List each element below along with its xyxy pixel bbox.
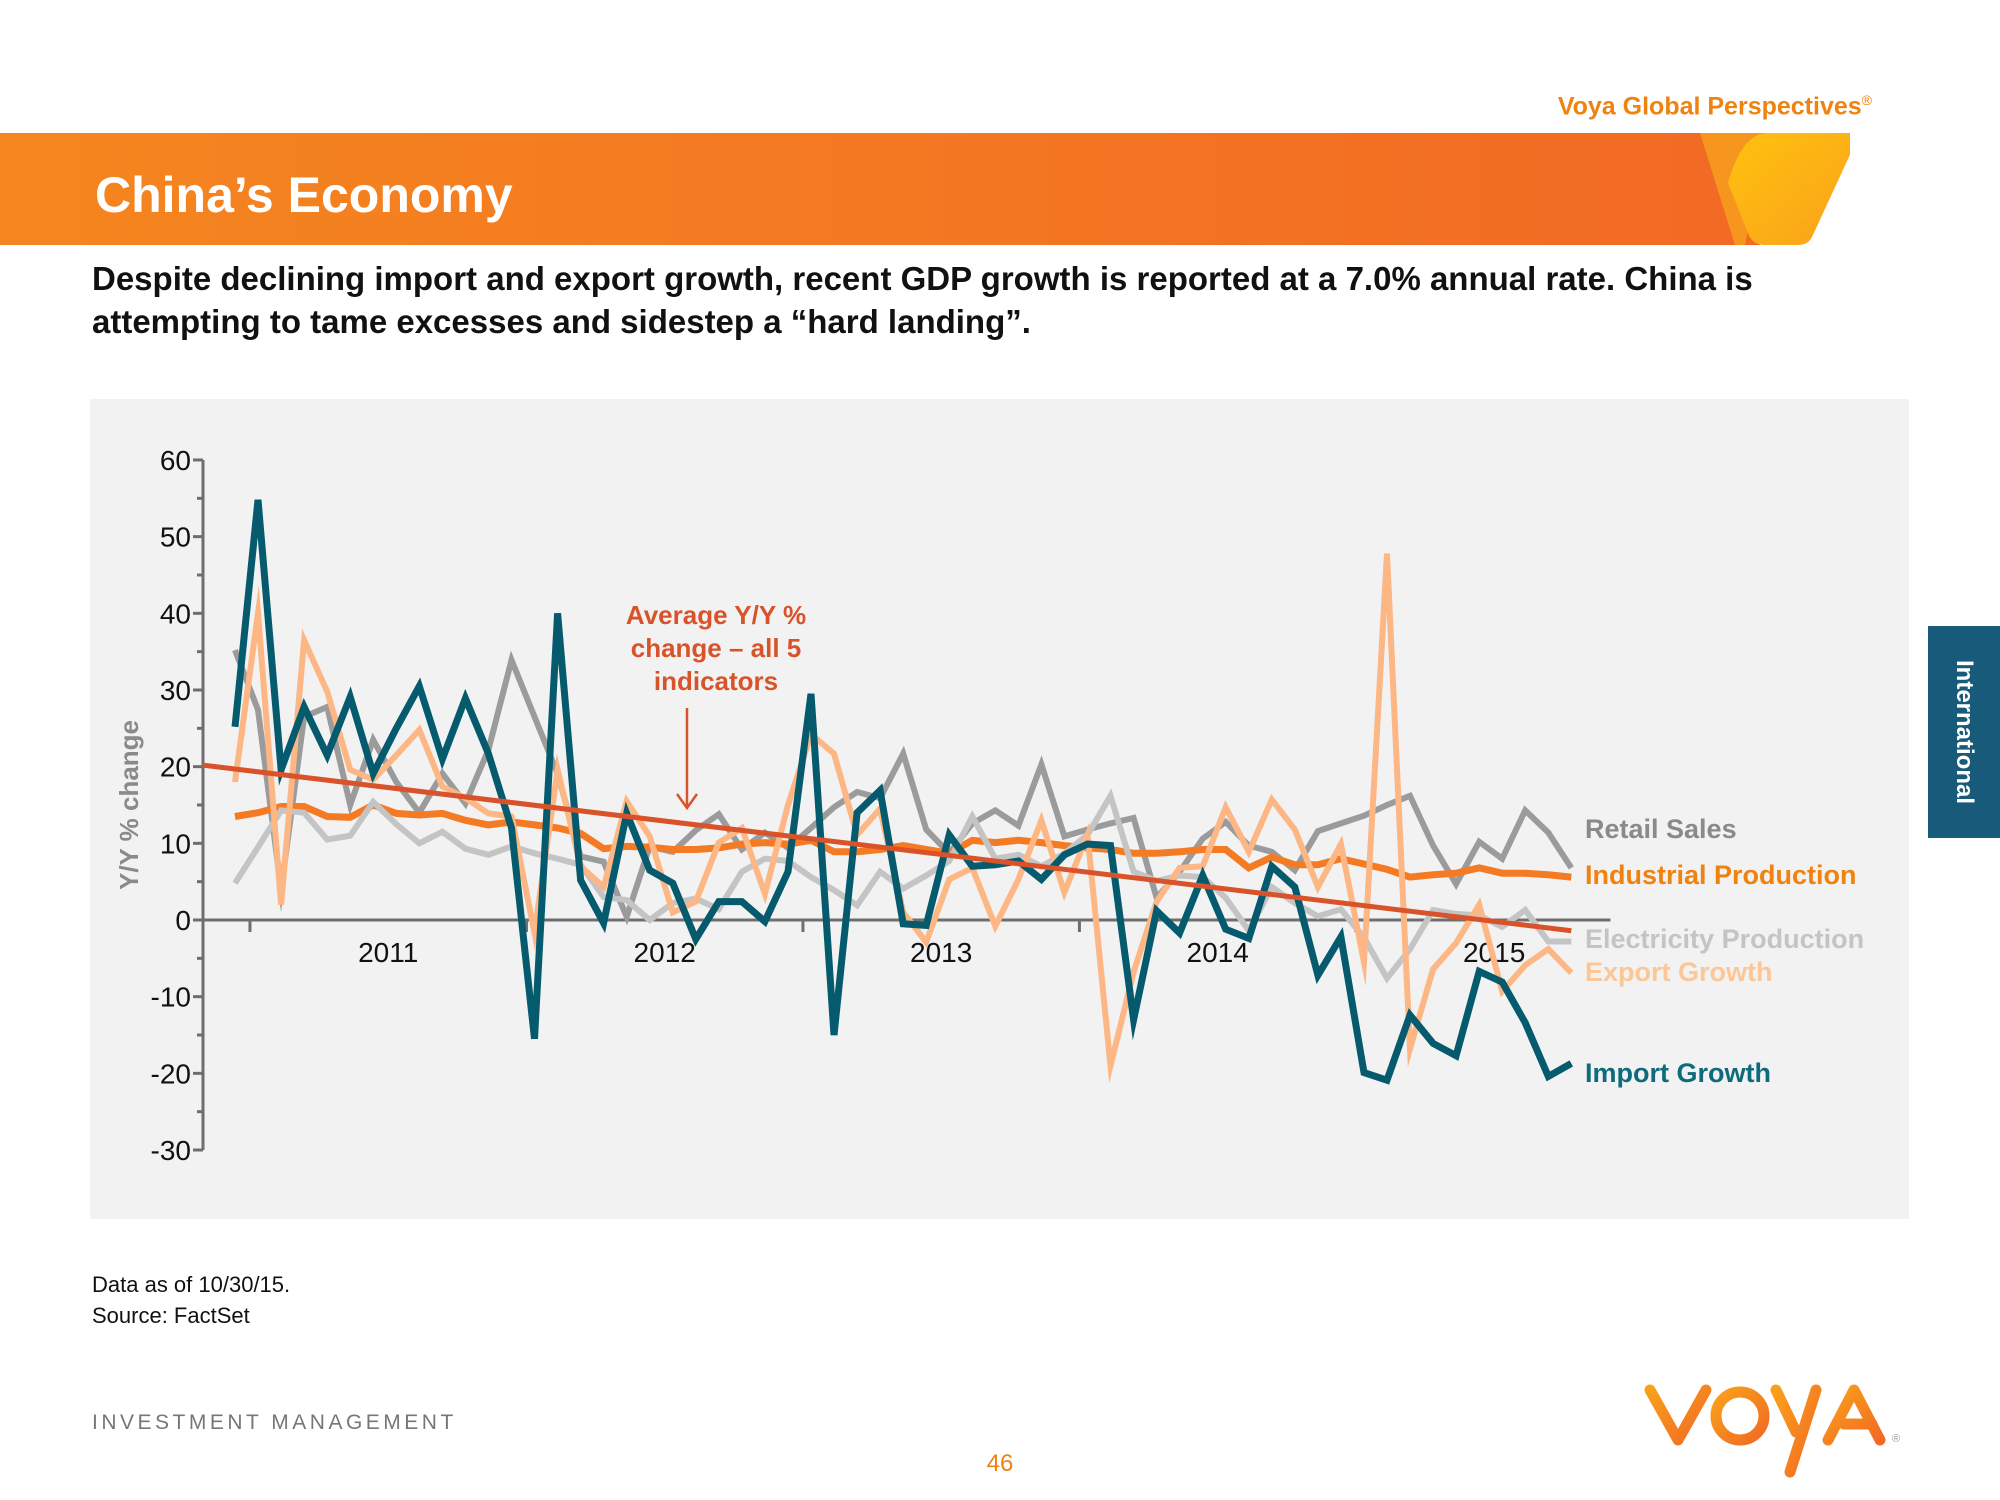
data-date-note: Data as of 10/30/15.	[92, 1272, 291, 1297]
page-number: 46	[986, 1450, 1014, 1477]
division-label: INVESTMENT MANAGEMENT	[92, 1411, 457, 1434]
legend-label-industrial-production: Industrial Production	[1585, 860, 1857, 890]
footnote: Data as of 10/30/15. Source: FactSet	[92, 1269, 290, 1331]
logo-letter-a	[1822, 1384, 1886, 1446]
y-tick-label: -20	[151, 1058, 191, 1089]
x-tick-label-2014: 2014	[1187, 937, 1249, 968]
x-tick-label-2013: 2013	[910, 937, 972, 968]
y-tick-label: 50	[160, 522, 191, 553]
legend-label-electricity-production: Electricity Production	[1585, 924, 1864, 954]
logo-registered-mark: ®	[1892, 1433, 1900, 1445]
y-axis-title: Y/Y % change	[114, 720, 144, 890]
annotation-text-line: change – all 5	[631, 633, 802, 663]
series-line-import-growth	[231, 499, 1574, 1085]
y-tick-label: 40	[160, 598, 191, 629]
header-v-right	[1728, 133, 1850, 245]
logo-letter-v	[1644, 1384, 1712, 1446]
brand-title: Voya Global Perspectives®	[1558, 92, 1872, 121]
line-chart: 60 50 40 30 20 10 0 -10 -20 -30 Y/Y % change 2011 20…	[114, 445, 1864, 1166]
y-tick-label: 20	[160, 752, 191, 783]
legend-label-retail-sales: Retail Sales	[1585, 814, 1737, 844]
annotation-text-line: indicators	[654, 666, 778, 696]
y-tick-label: -10	[151, 982, 191, 1013]
header-band	[0, 133, 1760, 245]
legend-label-export-growth: Export Growth	[1585, 957, 1773, 987]
chart-panel: 60 50 40 30 20 10 0 -10 -20 -30 Y/Y % change 2011 20…	[90, 399, 1909, 1219]
voya-logo: ®	[1644, 1384, 1900, 1478]
legend-label-import-growth: Import Growth	[1585, 1058, 1771, 1088]
source-note: Source: FactSet	[92, 1303, 250, 1328]
page-title: China’s Economy	[95, 167, 513, 223]
logo-letter-y	[1770, 1384, 1822, 1478]
y-tick-label: 60	[160, 445, 191, 476]
y-tick-label: 30	[160, 675, 191, 706]
section-tab-international[interactable]: International	[1928, 626, 2000, 838]
y-tick-label: 10	[160, 828, 191, 859]
annotation-text-line: Average Y/Y %	[626, 600, 806, 630]
y-tick-label: -30	[151, 1135, 191, 1166]
series-line-electricity-production	[232, 788, 1572, 984]
y-tick-label: 0	[175, 905, 191, 936]
header-bar	[0, 133, 1850, 245]
x-tick-label-2011: 2011	[358, 937, 418, 968]
x-tick-label-2012: 2012	[634, 937, 696, 968]
series-line-industrial-production	[234, 801, 1572, 881]
logo-letter-o	[1710, 1386, 1770, 1446]
brand-text: Voya Global Perspectives	[1557, 92, 1862, 121]
series-line-export-growth	[232, 553, 1574, 1084]
section-tab-label: International	[1951, 659, 1978, 805]
registered-mark: ®	[1861, 92, 1872, 108]
annotation-arrow-head	[675, 793, 699, 811]
subtitle: Despite declining import and export grow…	[92, 260, 1753, 340]
trend-line-average	[202, 762, 1572, 934]
